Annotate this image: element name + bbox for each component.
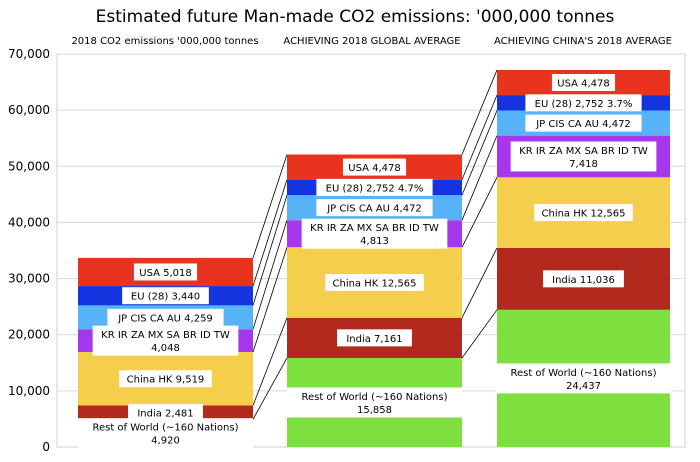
data-label: KR IR ZA MX SA BR ID TW	[519, 146, 648, 157]
data-label-box	[122, 287, 209, 305]
y-tick-label: 50,000	[8, 159, 50, 173]
data-label-box	[92, 325, 239, 356]
data-label: Rest of World (~160 Nations)	[92, 423, 238, 434]
data-label: India 7,161	[346, 334, 402, 345]
y-axis: 0 10,000 20,000 30,000 40,000 50,000 60,000 70,…	[8, 47, 50, 454]
chart-title: Estimated future Man-made CO2 emissions:…	[96, 7, 615, 27]
data-label: 4,048	[151, 343, 180, 354]
data-label-box	[551, 74, 616, 92]
data-label: 7,418	[569, 159, 598, 170]
data-label-box	[495, 363, 672, 394]
data-label: EU (28) 2,752 3.7%	[535, 99, 633, 110]
data-label-box	[77, 418, 254, 449]
data-label-box	[128, 403, 203, 421]
y-tick-label: 0	[42, 440, 50, 454]
data-label: India 2,481	[137, 408, 193, 419]
data-label-box	[119, 370, 212, 388]
data-label: 4,920	[151, 436, 180, 447]
y-tick-label: 70,000	[8, 47, 50, 61]
connector-line	[252, 220, 288, 330]
data-label-box	[107, 308, 224, 326]
data-label: China HK 9,519	[127, 375, 205, 386]
data-label: 4,813	[360, 236, 389, 247]
y-tick-label: 30,000	[8, 272, 50, 286]
data-label: 15,858	[357, 405, 392, 416]
connector-line	[461, 177, 498, 248]
data-label: 24,437	[566, 381, 601, 392]
data-label: JP CIS CA AU 4,259	[117, 313, 213, 324]
category-label-1: ACHIEVING 2018 GLOBAL AVERAGE	[283, 36, 460, 47]
data-label: Rest of World (~160 Nations)	[510, 368, 656, 379]
connector-line	[461, 309, 498, 359]
data-label-box	[133, 263, 198, 281]
data-label-box	[525, 94, 642, 112]
connector-line	[252, 194, 288, 306]
connector-line	[461, 247, 498, 318]
data-label: USA 5,018	[139, 268, 192, 279]
data-label: USA 4,478	[557, 79, 610, 90]
connector-line	[252, 179, 288, 287]
y-tick-label: 60,000	[8, 103, 50, 117]
data-label: EU (28) 3,440	[131, 292, 200, 303]
y-tick-label: 40,000	[8, 215, 50, 229]
data-label: JP CIS CA AU 4,472	[535, 119, 631, 130]
connector-line	[461, 69, 498, 155]
data-label-box	[534, 204, 633, 222]
connector-line	[461, 94, 498, 180]
connector-line	[252, 357, 288, 420]
category-label-2: ACHIEVING CHINA'S 2018 AVERAGE	[494, 36, 672, 47]
data-label-box	[316, 199, 433, 217]
data-label-box	[525, 114, 642, 132]
y-tick-label: 10,000	[8, 384, 50, 398]
category-label-0: 2018 CO2 emissions '000,000 tonnes	[71, 36, 258, 47]
segment-labels: Rest of World (~160 Nations) 4,920 India 2…	[77, 74, 672, 449]
data-label-box	[337, 329, 412, 347]
data-label: China HK 12,565	[542, 209, 626, 220]
data-label: KR IR ZA MX SA BR ID TW	[310, 223, 439, 234]
connector-lines	[252, 69, 498, 420]
connector-line	[252, 247, 288, 353]
connector-line	[252, 154, 288, 259]
data-label: China HK 12,565	[333, 278, 417, 289]
data-label-box	[316, 178, 433, 196]
connector-line	[461, 110, 498, 196]
y-tick-label: 20,000	[8, 328, 50, 342]
data-label: KR IR ZA MX SA BR ID TW	[101, 330, 230, 341]
data-label-box	[301, 218, 448, 249]
data-label-box	[543, 270, 624, 288]
connector-line	[461, 135, 498, 221]
connector-line	[252, 317, 288, 406]
data-label: USA 4,478	[348, 163, 401, 174]
data-label: EU (28) 2,752 4.7%	[326, 183, 424, 194]
data-label-box	[510, 141, 657, 172]
data-label: India 11,036	[552, 275, 615, 286]
data-label: Rest of World (~160 Nations)	[301, 392, 447, 403]
data-label-box	[286, 387, 463, 418]
data-label-box	[325, 273, 424, 291]
data-label-box	[342, 158, 407, 176]
data-label: JP CIS CA AU 4,472	[326, 204, 422, 215]
